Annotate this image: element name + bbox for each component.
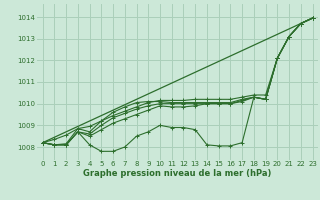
X-axis label: Graphe pression niveau de la mer (hPa): Graphe pression niveau de la mer (hPa) — [84, 169, 272, 178]
